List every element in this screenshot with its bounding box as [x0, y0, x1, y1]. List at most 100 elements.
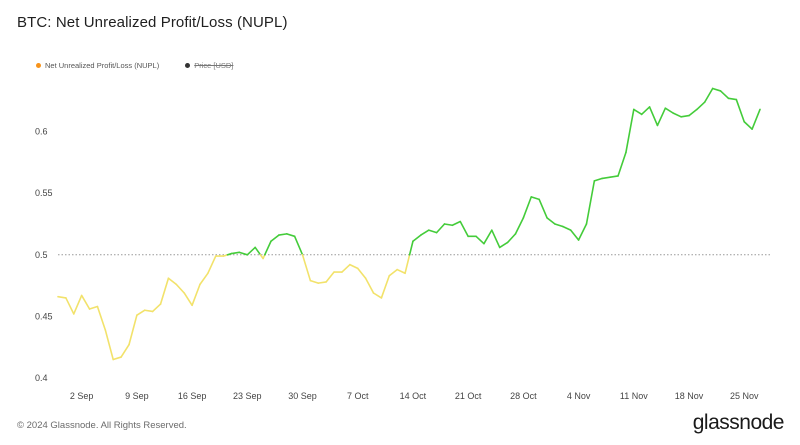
series-line-segment [696, 101, 706, 111]
series-line-segment [491, 229, 501, 249]
series-line-segment [293, 235, 304, 256]
series-line-segment [412, 234, 422, 243]
series-line-segment [727, 97, 738, 101]
series-line-segment [246, 246, 256, 256]
series-line-segment [396, 268, 406, 275]
series-line-segment [577, 223, 588, 241]
series-line-segment [585, 180, 596, 225]
series-line-segment [408, 240, 414, 256]
series-line-segment [364, 277, 375, 294]
series-line-segment [159, 277, 170, 305]
series-line-segment [632, 108, 643, 116]
series-line-segment [57, 295, 67, 299]
series-line-segment [80, 294, 91, 310]
x-tick-label: 14 Oct [400, 391, 427, 401]
series-line-segment [388, 268, 398, 277]
series-line-segment [538, 198, 548, 219]
series-line-segment [648, 106, 659, 127]
series-line-segment [743, 120, 753, 130]
series-line-segment [230, 251, 241, 255]
x-tick-label: 4 Nov [567, 391, 591, 401]
y-tick-label: 0.4 [35, 373, 48, 383]
x-tick-label: 21 Oct [455, 391, 482, 401]
series-line-segment [506, 233, 517, 244]
x-tick-label: 9 Sep [125, 391, 149, 401]
series-line-segment [664, 107, 675, 114]
y-tick-label: 0.55 [35, 188, 53, 198]
glassnode-logo: glassnode [692, 411, 785, 434]
y-axis: 0.4 0.45 0.5 0.55 0.6 [35, 127, 53, 383]
series-line-segment [356, 267, 367, 280]
series-line-segment [317, 281, 327, 284]
series-line-segment [711, 87, 722, 92]
legend-dot-icon [36, 62, 41, 68]
series-line-segment [498, 241, 509, 249]
nupl-series [57, 87, 761, 361]
series-line-segment [380, 274, 391, 299]
series-line-segment [183, 292, 193, 307]
x-tick-label: 16 Sep [178, 391, 207, 401]
series-line-segment [640, 106, 651, 116]
series-line-segment [372, 292, 383, 299]
series-line-segment [522, 196, 533, 219]
series-line-segment [191, 283, 201, 307]
x-tick-label: 23 Sep [233, 391, 262, 401]
series-line-segment [301, 254, 312, 282]
series-line-segment [514, 217, 525, 235]
legend-dot-icon [185, 62, 191, 68]
series-line-segment [112, 356, 122, 361]
x-axis: 2 Sep 9 Sep 16 Sep 23 Sep 30 Sep 7 Oct 14 Oct 2… [70, 391, 759, 401]
legend-item-nupl[interactable]: Net Unrealized Profit/Loss (NUPL) [36, 61, 159, 70]
series-line-segment [435, 223, 446, 234]
series-line-segment [601, 176, 611, 180]
y-tick-label: 0.5 [35, 250, 48, 260]
series-line-segment [341, 263, 351, 273]
series-line-segment [143, 309, 154, 313]
series-line-segment [609, 175, 619, 178]
series-line-segment [96, 305, 107, 331]
series-line-segment [735, 98, 746, 123]
series-line-segment [88, 305, 99, 310]
series-line-segment [443, 223, 454, 227]
x-tick-label: 30 Sep [288, 391, 317, 401]
series-line-segment [451, 220, 462, 227]
y-tick-label: 0.6 [35, 127, 48, 137]
series-line-segment [554, 223, 564, 228]
series-line-segment [751, 108, 761, 130]
series-line-segment [703, 87, 714, 103]
series-line-segment [569, 229, 580, 241]
copyright-text: © 2024 Glassnode. All Rights Reserved. [17, 420, 187, 431]
series-line-segment [72, 294, 83, 315]
chart-legend: Net Unrealized Profit/Loss (NUPL) Price … [36, 58, 259, 72]
series-line-segment [672, 112, 682, 118]
series-line-segment [427, 229, 438, 234]
series-line-segment [120, 343, 130, 358]
x-tick-label: 2 Sep [70, 391, 94, 401]
series-line-segment [175, 283, 186, 294]
legend-label-price: Price [USD] [194, 60, 234, 70]
series-line-segment [199, 272, 209, 286]
series-line-segment [167, 277, 178, 286]
series-line-segment [546, 217, 556, 225]
series-line-segment [238, 251, 249, 256]
series-line-segment [128, 314, 138, 346]
series-line-segment [483, 229, 493, 245]
x-tick-label: 18 Nov [675, 391, 704, 401]
series-line-segment [688, 108, 698, 117]
series-line-segment [593, 177, 604, 182]
series-line-segment [325, 271, 335, 283]
series-line-segment [309, 279, 320, 284]
series-line-segment [65, 297, 75, 315]
y-tick-label: 0.45 [35, 311, 53, 321]
legend-item-price[interactable]: Price [USD] [185, 61, 233, 70]
series-line-segment [151, 303, 162, 313]
series-line-segment [285, 233, 296, 238]
series-line-segment [656, 107, 667, 127]
series-line-segment [104, 329, 115, 361]
x-tick-label: 25 Nov [730, 391, 759, 401]
series-line-segment [562, 225, 572, 231]
series-line-segment [617, 151, 627, 177]
legend-label-nupl: Net Unrealized Profit/Loss (NUPL) [45, 60, 160, 70]
series-line-segment [136, 309, 146, 316]
series-line-segment [625, 108, 635, 154]
